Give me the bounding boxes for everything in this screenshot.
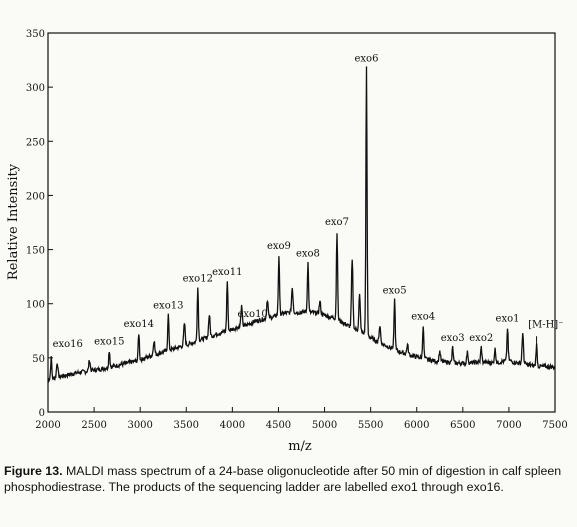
x-tick-label: 7500 bbox=[542, 420, 567, 431]
peak-label: exo3 bbox=[441, 333, 465, 344]
figure-label: Figure 13. bbox=[4, 464, 63, 478]
figure-caption: Figure 13. MALDI mass spectrum of a 24-b… bbox=[4, 463, 574, 495]
peak-label: exo12 bbox=[183, 273, 213, 284]
plot-border bbox=[47, 32, 556, 413]
peak-label: exo7 bbox=[325, 217, 349, 228]
y-tick-label: 50 bbox=[32, 354, 45, 365]
peak-label: exo14 bbox=[124, 319, 154, 330]
x-tick-label: 5500 bbox=[358, 420, 383, 431]
y-tick-label: 200 bbox=[26, 191, 45, 202]
y-axis-title: Relative Intensity bbox=[6, 163, 21, 280]
y-tick-label: 150 bbox=[26, 246, 45, 257]
peak-label: exo6 bbox=[355, 54, 379, 65]
spectrum-line bbox=[47, 66, 556, 383]
peak-label: exo5 bbox=[383, 285, 407, 296]
peak-label: exo8 bbox=[296, 249, 320, 260]
x-tick-label: 5000 bbox=[312, 420, 337, 431]
x-tick-label: 6000 bbox=[404, 420, 429, 431]
x-axis-title: m/z bbox=[288, 439, 312, 454]
y-axis: 0 50 100 150 200 250 300 350 bbox=[26, 29, 53, 419]
x-tick-label: 2500 bbox=[81, 420, 106, 431]
x-axis: 2000 2500 3000 3500 4000 4500 5000 5500 6000 6500… bbox=[35, 407, 568, 431]
mass-spectrum-chart: 0 50 100 150 200 250 300 350 2000 2500 3000 3500 40… bbox=[6, 29, 568, 454]
x-tick-label: 3500 bbox=[174, 420, 199, 431]
peak-label: exo10 bbox=[237, 309, 267, 320]
x-tick-label: 7000 bbox=[496, 420, 521, 431]
peak-label: exo16 bbox=[53, 339, 83, 350]
x-tick-label: 4500 bbox=[266, 420, 291, 431]
peak-label: exo11 bbox=[212, 267, 242, 278]
y-tick-label: 250 bbox=[26, 137, 45, 148]
caption-text: MALDI mass spectrum of a 24-base oligonu… bbox=[4, 464, 562, 494]
peak-label: exo13 bbox=[153, 301, 183, 312]
spectrum-trace bbox=[47, 66, 556, 383]
y-tick-label: 350 bbox=[26, 29, 45, 40]
x-tick-label: 3000 bbox=[127, 420, 152, 431]
x-tick-label: 4000 bbox=[220, 420, 245, 431]
y-tick-label: 0 bbox=[39, 408, 45, 419]
peak-label: [M-H]⁻ bbox=[528, 320, 563, 331]
y-tick-label: 100 bbox=[26, 300, 45, 311]
peak-label: exo15 bbox=[94, 336, 124, 347]
peak-label: exo1 bbox=[496, 314, 520, 325]
y-tick-label: 300 bbox=[26, 83, 45, 94]
peak-label: exo2 bbox=[469, 333, 493, 344]
x-tick-label: 6500 bbox=[450, 420, 475, 431]
peak-label: exo9 bbox=[267, 241, 291, 252]
peak-label: exo4 bbox=[411, 311, 435, 322]
plot-frame bbox=[47, 32, 556, 413]
x-tick-label: 2000 bbox=[35, 420, 60, 431]
